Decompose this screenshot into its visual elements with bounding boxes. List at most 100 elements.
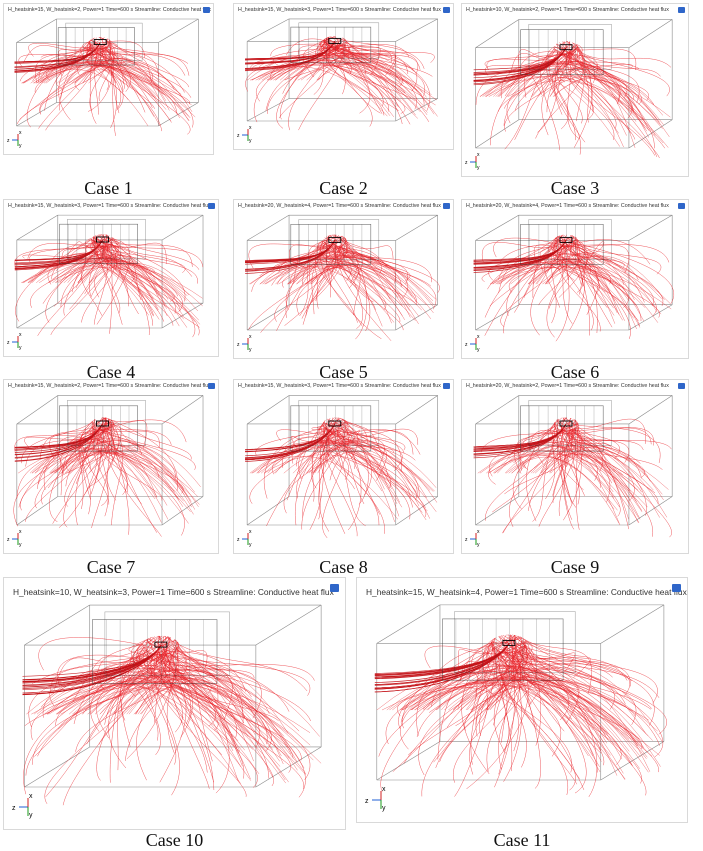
streamline xyxy=(23,262,201,325)
box-edge xyxy=(628,395,673,425)
streamline xyxy=(269,59,402,101)
streamline xyxy=(326,428,365,505)
streamline xyxy=(52,265,160,320)
streamline xyxy=(312,441,419,498)
streamline xyxy=(552,75,664,116)
panel-menu-icon[interactable] xyxy=(203,7,210,13)
streamline xyxy=(338,417,383,457)
panel-menu-icon[interactable] xyxy=(678,383,685,389)
streamline-plot: z x y xyxy=(7,214,204,351)
domain-box xyxy=(246,395,438,526)
streamline xyxy=(51,451,184,502)
streamline xyxy=(500,646,532,705)
streamline xyxy=(263,454,428,512)
streamline xyxy=(75,64,158,103)
panel-menu-icon[interactable] xyxy=(443,7,450,13)
streamline xyxy=(82,664,234,752)
box-edge xyxy=(16,102,57,127)
streamline xyxy=(342,236,417,303)
streamline xyxy=(305,260,411,308)
panel-menu-icon[interactable] xyxy=(443,203,450,209)
panel-menu-icon[interactable] xyxy=(672,584,681,592)
streamline xyxy=(22,239,103,259)
streamline xyxy=(159,654,223,756)
axis-y-label: y xyxy=(19,143,22,149)
streamline xyxy=(473,47,567,73)
streamline xyxy=(63,260,195,322)
streamline xyxy=(263,427,327,499)
streamline xyxy=(458,648,510,673)
streamline xyxy=(310,267,383,327)
streamline xyxy=(143,635,219,731)
streamline xyxy=(273,60,421,113)
streamline xyxy=(407,646,526,756)
axis-z-label: z xyxy=(7,537,10,543)
axis-z-label: z xyxy=(237,133,240,139)
panel-menu-icon[interactable] xyxy=(208,203,215,209)
axis-y-label: y xyxy=(477,542,480,548)
streamline xyxy=(287,261,385,305)
streamline xyxy=(111,678,278,735)
panel-menu-icon[interactable] xyxy=(208,383,215,389)
streamline xyxy=(164,636,308,692)
panel-menu-icon[interactable] xyxy=(678,203,685,209)
streamline xyxy=(552,417,571,496)
plot-title: H_heatsink=10, W_heatsink=3, Power=1 Tim… xyxy=(13,587,334,597)
axis-triad: z x y xyxy=(465,529,480,548)
heat-source xyxy=(559,44,573,51)
heat-source xyxy=(328,37,342,44)
streamline xyxy=(498,650,527,768)
caption-case-2: Case 2 xyxy=(319,178,368,198)
plot-title: H_heatsink=10, W_heatsink=2, Power=1 Tim… xyxy=(466,7,669,13)
streamline xyxy=(345,42,381,71)
streamline xyxy=(92,237,174,326)
streamline xyxy=(88,263,190,296)
panel-menu-icon[interactable] xyxy=(443,383,450,389)
box-edge xyxy=(475,214,519,241)
streamline xyxy=(143,647,187,783)
plot-panel-case-8: H_heatsink=15, W_heatsink=3, Power=1 Tim… xyxy=(233,379,454,554)
streamline xyxy=(518,49,556,72)
streamline xyxy=(546,454,637,502)
streamline xyxy=(318,430,335,520)
caption-case-9: Case 9 xyxy=(550,557,600,577)
streamline xyxy=(507,80,669,148)
box-edge xyxy=(475,19,519,48)
panel-menu-icon[interactable] xyxy=(678,7,685,13)
streamline xyxy=(59,42,90,111)
axis-triad: z x y xyxy=(365,786,386,812)
streamline xyxy=(489,667,646,734)
streamlines xyxy=(245,417,438,539)
plot-panel-case-5: H_heatsink=20, W_heatsink=4, Power=1 Tim… xyxy=(233,199,454,359)
axis-z-label: z xyxy=(465,160,468,166)
caption-case-1: Case 1 xyxy=(84,178,133,198)
axis-triad: z x y xyxy=(7,130,22,149)
streamline xyxy=(386,672,611,756)
streamline xyxy=(575,243,608,308)
streamline xyxy=(561,429,607,461)
streamline-plot: z x y xyxy=(465,214,674,353)
streamline xyxy=(512,644,633,766)
plot-title: H_heatsink=15, W_heatsink=4, Power=1 Tim… xyxy=(366,587,687,597)
streamline xyxy=(575,51,665,149)
streamline xyxy=(296,438,400,503)
caption-case-3: Case 3 xyxy=(550,178,600,198)
streamline xyxy=(283,449,427,521)
panel-menu-icon[interactable] xyxy=(330,584,339,592)
streamline xyxy=(310,446,437,488)
heat-source xyxy=(96,236,109,243)
streamline xyxy=(323,422,385,470)
streamline xyxy=(31,440,185,493)
box-edge xyxy=(475,304,519,331)
heatsink-wireframe xyxy=(92,611,230,684)
axis-x-label: x xyxy=(19,332,22,338)
axis-triad: z x y xyxy=(7,332,22,351)
heatsink-wireframe xyxy=(520,219,612,265)
box-edge xyxy=(475,395,519,425)
heatsink-outline xyxy=(59,405,138,452)
streamlines xyxy=(22,635,322,806)
streamline xyxy=(510,258,659,323)
heatsink-wireframe xyxy=(59,400,146,452)
streamline xyxy=(91,239,110,298)
box-edge xyxy=(376,741,441,781)
